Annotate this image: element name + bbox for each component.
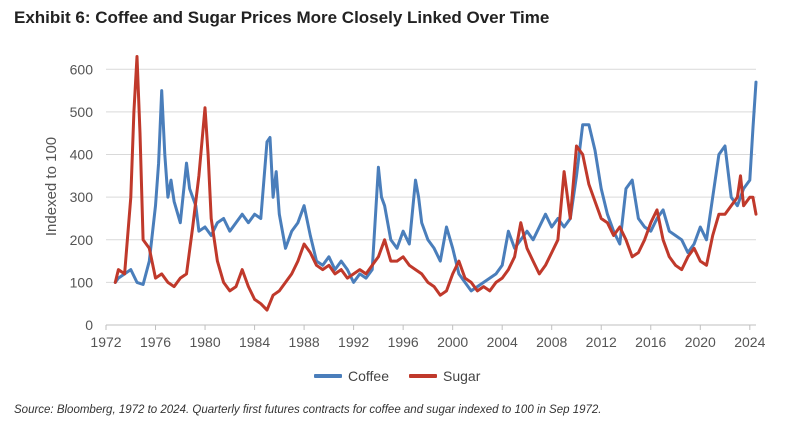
series-line-coffee [113,80,758,293]
legend-swatch-coffee [314,374,342,378]
chart-title: Exhibit 6: Coffee and Sugar Prices More … [14,8,550,27]
legend-item-coffee: Coffee [314,368,389,384]
x-tick-2004: 2004 [487,334,518,350]
x-tick-2020: 2020 [685,334,716,350]
legend-label-sugar: Sugar [443,368,481,384]
y-tick-100: 100 [70,274,94,290]
legend-item-sugar: Sugar [409,368,480,384]
y-tick-500: 500 [70,104,94,120]
source-note: Source: Bloomberg, 1972 to 2024. Quarter… [14,404,602,416]
x-tick-1980: 1980 [189,334,220,350]
x-tick-2012: 2012 [586,334,617,350]
y-tick-400: 400 [70,147,94,163]
y-tick-200: 200 [70,232,94,248]
x-tick-2024: 2024 [734,334,765,350]
x-tick-1988: 1988 [289,334,320,350]
x-tick-1992: 1992 [338,334,369,350]
y-tick-300: 300 [70,189,94,205]
series-line-sugar [113,55,758,312]
gridlines [106,68,756,283]
x-tick-1984: 1984 [239,334,270,350]
x-tick-1996: 1996 [388,334,419,350]
x-tick-2016: 2016 [635,334,666,350]
x-tick-1976: 1976 [140,334,171,350]
legend-label-coffee: Coffee [348,368,389,384]
x-tick-2000: 2000 [437,334,468,350]
legend-swatch-sugar [409,374,437,378]
x-tick-2008: 2008 [536,334,567,350]
x-tick-1972: 1972 [90,334,121,350]
y-axis-label: Indexed to 100 [43,137,60,236]
tick-labels: 0 100 200 300 400 500 600 1972 1976 1980 1984 1988 1… [70,61,766,350]
series-lines [113,55,758,312]
legend: Coffee Sugar [314,368,480,384]
y-tick-600: 600 [70,61,94,77]
axes [105,324,756,330]
y-tick-0: 0 [85,317,93,333]
